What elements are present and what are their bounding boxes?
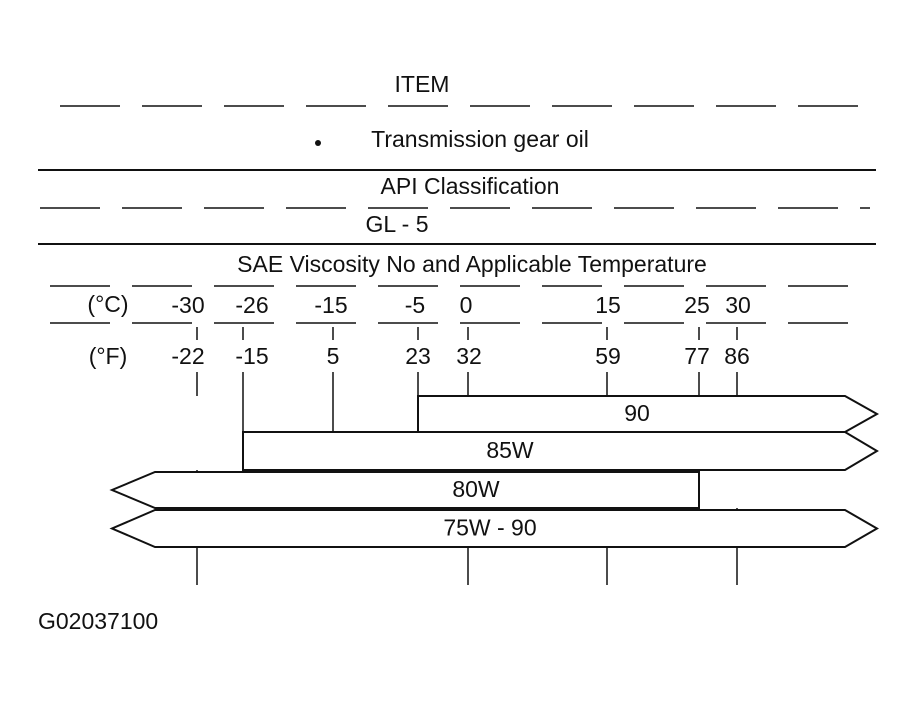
celsius-label: 15 — [595, 292, 621, 318]
celsius-unit: (°C) — [87, 291, 128, 317]
grade-label: 80W — [452, 476, 500, 502]
item-title: ITEM — [395, 71, 450, 97]
celsius-label: 30 — [725, 292, 751, 318]
fahrenheit-label: 23 — [405, 343, 431, 369]
item-text: Transmission gear oil — [371, 126, 589, 152]
grade-bar — [242, 431, 879, 471]
classification-title: API Classification — [381, 173, 560, 199]
grade-label: 85W — [486, 437, 534, 463]
fahrenheit-unit: (°F) — [89, 343, 128, 369]
fahrenheit-label: -15 — [235, 343, 268, 369]
celsius-label: -5 — [405, 292, 425, 318]
fahrenheit-label: 5 — [327, 343, 340, 369]
grade-label: 75W - 90 — [443, 515, 536, 541]
fahrenheit-label: 86 — [724, 343, 750, 369]
viscosity-title: SAE Viscosity No and Applicable Temperat… — [237, 251, 707, 277]
celsius-label: -15 — [314, 292, 347, 318]
grade-bar — [109, 471, 700, 509]
fahrenheit-label: 59 — [595, 343, 621, 369]
bullet — [315, 140, 321, 146]
celsius-label: 0 — [460, 292, 473, 318]
grade-label: 90 — [624, 400, 650, 426]
classification-value: GL - 5 — [365, 211, 428, 237]
celsius-label: 25 — [684, 292, 710, 318]
grade-bar — [109, 509, 879, 548]
celsius-label: -26 — [235, 292, 268, 318]
fahrenheit-label: 77 — [684, 343, 710, 369]
fahrenheit-label: 32 — [456, 343, 482, 369]
fahrenheit-label: -22 — [171, 343, 204, 369]
celsius-label: -30 — [171, 292, 204, 318]
grade-bar — [417, 395, 880, 433]
figure-id: G02037100 — [38, 608, 158, 634]
